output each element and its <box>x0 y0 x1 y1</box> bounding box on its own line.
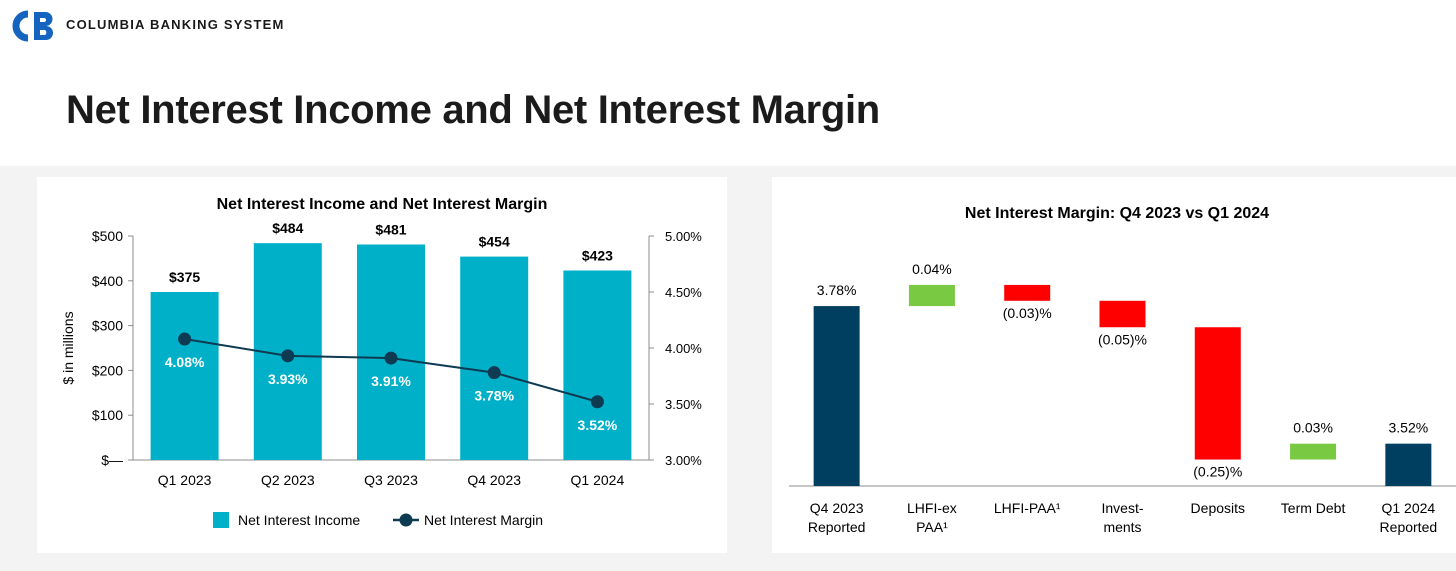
legend-swatch-nii <box>213 512 229 528</box>
legend-label-nim: Net Interest Margin <box>424 512 543 528</box>
y-tick-label: $400 <box>92 273 123 289</box>
x-tick-label: Q4 2023 <box>810 500 864 516</box>
nim-marker <box>487 366 501 380</box>
y2-tick-label: 5.00% <box>665 229 702 244</box>
x-tick-label: Invest- <box>1101 500 1143 516</box>
columbia-logo-icon <box>12 10 53 42</box>
nii-value-label: $423 <box>582 247 613 263</box>
x-tick-label: PAA¹ <box>916 519 948 535</box>
x-tick-label: Q4 2023 <box>467 472 521 488</box>
y-tick-label: $— <box>101 452 123 468</box>
nim-value-label: 3.91% <box>371 373 411 389</box>
bar-value-label: (0.05)% <box>1098 331 1147 347</box>
x-tick-label: Q1 2023 <box>158 472 212 488</box>
bar-value-label: 3.78% <box>817 282 857 298</box>
total-bar <box>813 306 860 486</box>
legend-label-nii: Net Interest Income <box>238 512 360 528</box>
nim-value-label: 3.93% <box>268 371 308 387</box>
nii-bar <box>563 270 632 460</box>
nim-marker <box>384 351 398 365</box>
nii-nim-chart-panel: Net Interest Income and Net Interest Mar… <box>37 177 727 553</box>
x-tick-label: LHFI-ex <box>907 500 957 516</box>
bar-value-label: (0.03)% <box>1003 305 1052 321</box>
nii-value-label: $481 <box>375 222 406 238</box>
nim-marker <box>178 332 192 346</box>
increase-bar <box>1290 443 1337 460</box>
nim-marker <box>590 395 604 409</box>
chart-title: Net Interest Margin: Q4 2023 vs Q1 2024 <box>965 205 1269 222</box>
nii-value-label: $454 <box>479 234 510 250</box>
increase-bar <box>908 284 955 307</box>
chart-title: Net Interest Income and Net Interest Mar… <box>217 196 548 213</box>
y2-tick-label: 3.00% <box>665 453 702 468</box>
nii-bar <box>150 292 219 460</box>
y2-tick-label: 4.50% <box>665 285 702 300</box>
nii-nim-chart: Net Interest Income and Net Interest Mar… <box>60 196 702 528</box>
y-tick-label: $300 <box>92 318 123 334</box>
nim-value-label: 3.52% <box>578 417 618 433</box>
y2-tick-label: 3.50% <box>665 397 702 412</box>
x-tick-label: Deposits <box>1191 500 1245 516</box>
legend-marker-nim <box>399 513 413 527</box>
page-title: Net Interest Income and Net Interest Mar… <box>66 88 880 132</box>
x-tick-label: Q1 2024 <box>571 472 625 488</box>
brand-name: COLUMBIA BANKING SYSTEM <box>66 17 285 32</box>
x-tick-label: ments <box>1103 519 1141 535</box>
nim-value-label: 4.08% <box>165 354 205 370</box>
x-tick-label: Q2 2023 <box>261 472 315 488</box>
x-tick-label: Q1 2024 <box>1381 500 1435 516</box>
bar-value-label: 3.52% <box>1389 420 1429 436</box>
nii-value-label: $375 <box>169 269 200 285</box>
y-tick-label: $500 <box>92 228 123 244</box>
decrease-bar <box>1099 300 1146 328</box>
y-tick-label: $100 <box>92 407 123 423</box>
nim-marker <box>281 349 295 363</box>
bar-value-label: 0.03% <box>1293 420 1333 436</box>
decrease-bar <box>1004 284 1051 301</box>
y-axis-title: $ in millions <box>60 311 76 384</box>
nim-value-label: 3.78% <box>474 388 514 404</box>
x-tick-label: Q3 2023 <box>364 472 418 488</box>
header-area: COLUMBIA BANKING SYSTEM Net Interest Inc… <box>0 0 1456 166</box>
y-tick-label: $200 <box>92 362 123 378</box>
x-tick-label: LHFI-PAA¹ <box>994 500 1061 516</box>
bar-value-label: (0.25)% <box>1193 464 1242 480</box>
x-tick-label: Reported <box>808 519 866 535</box>
nii-value-label: $484 <box>272 220 303 236</box>
x-tick-label: Term Debt <box>1281 500 1346 516</box>
decrease-bar <box>1194 327 1241 460</box>
nii-bar <box>460 256 529 460</box>
x-tick-label: Reported <box>1380 519 1438 535</box>
nim-waterfall-chart: Net Interest Margin: Q4 2023 vs Q1 2024 3… <box>789 205 1456 535</box>
total-bar <box>1385 443 1432 486</box>
y2-tick-label: 4.00% <box>665 341 702 356</box>
bar-value-label: 0.04% <box>912 261 952 277</box>
nim-waterfall-panel: Net Interest Margin: Q4 2023 vs Q1 2024 3… <box>772 177 1456 553</box>
